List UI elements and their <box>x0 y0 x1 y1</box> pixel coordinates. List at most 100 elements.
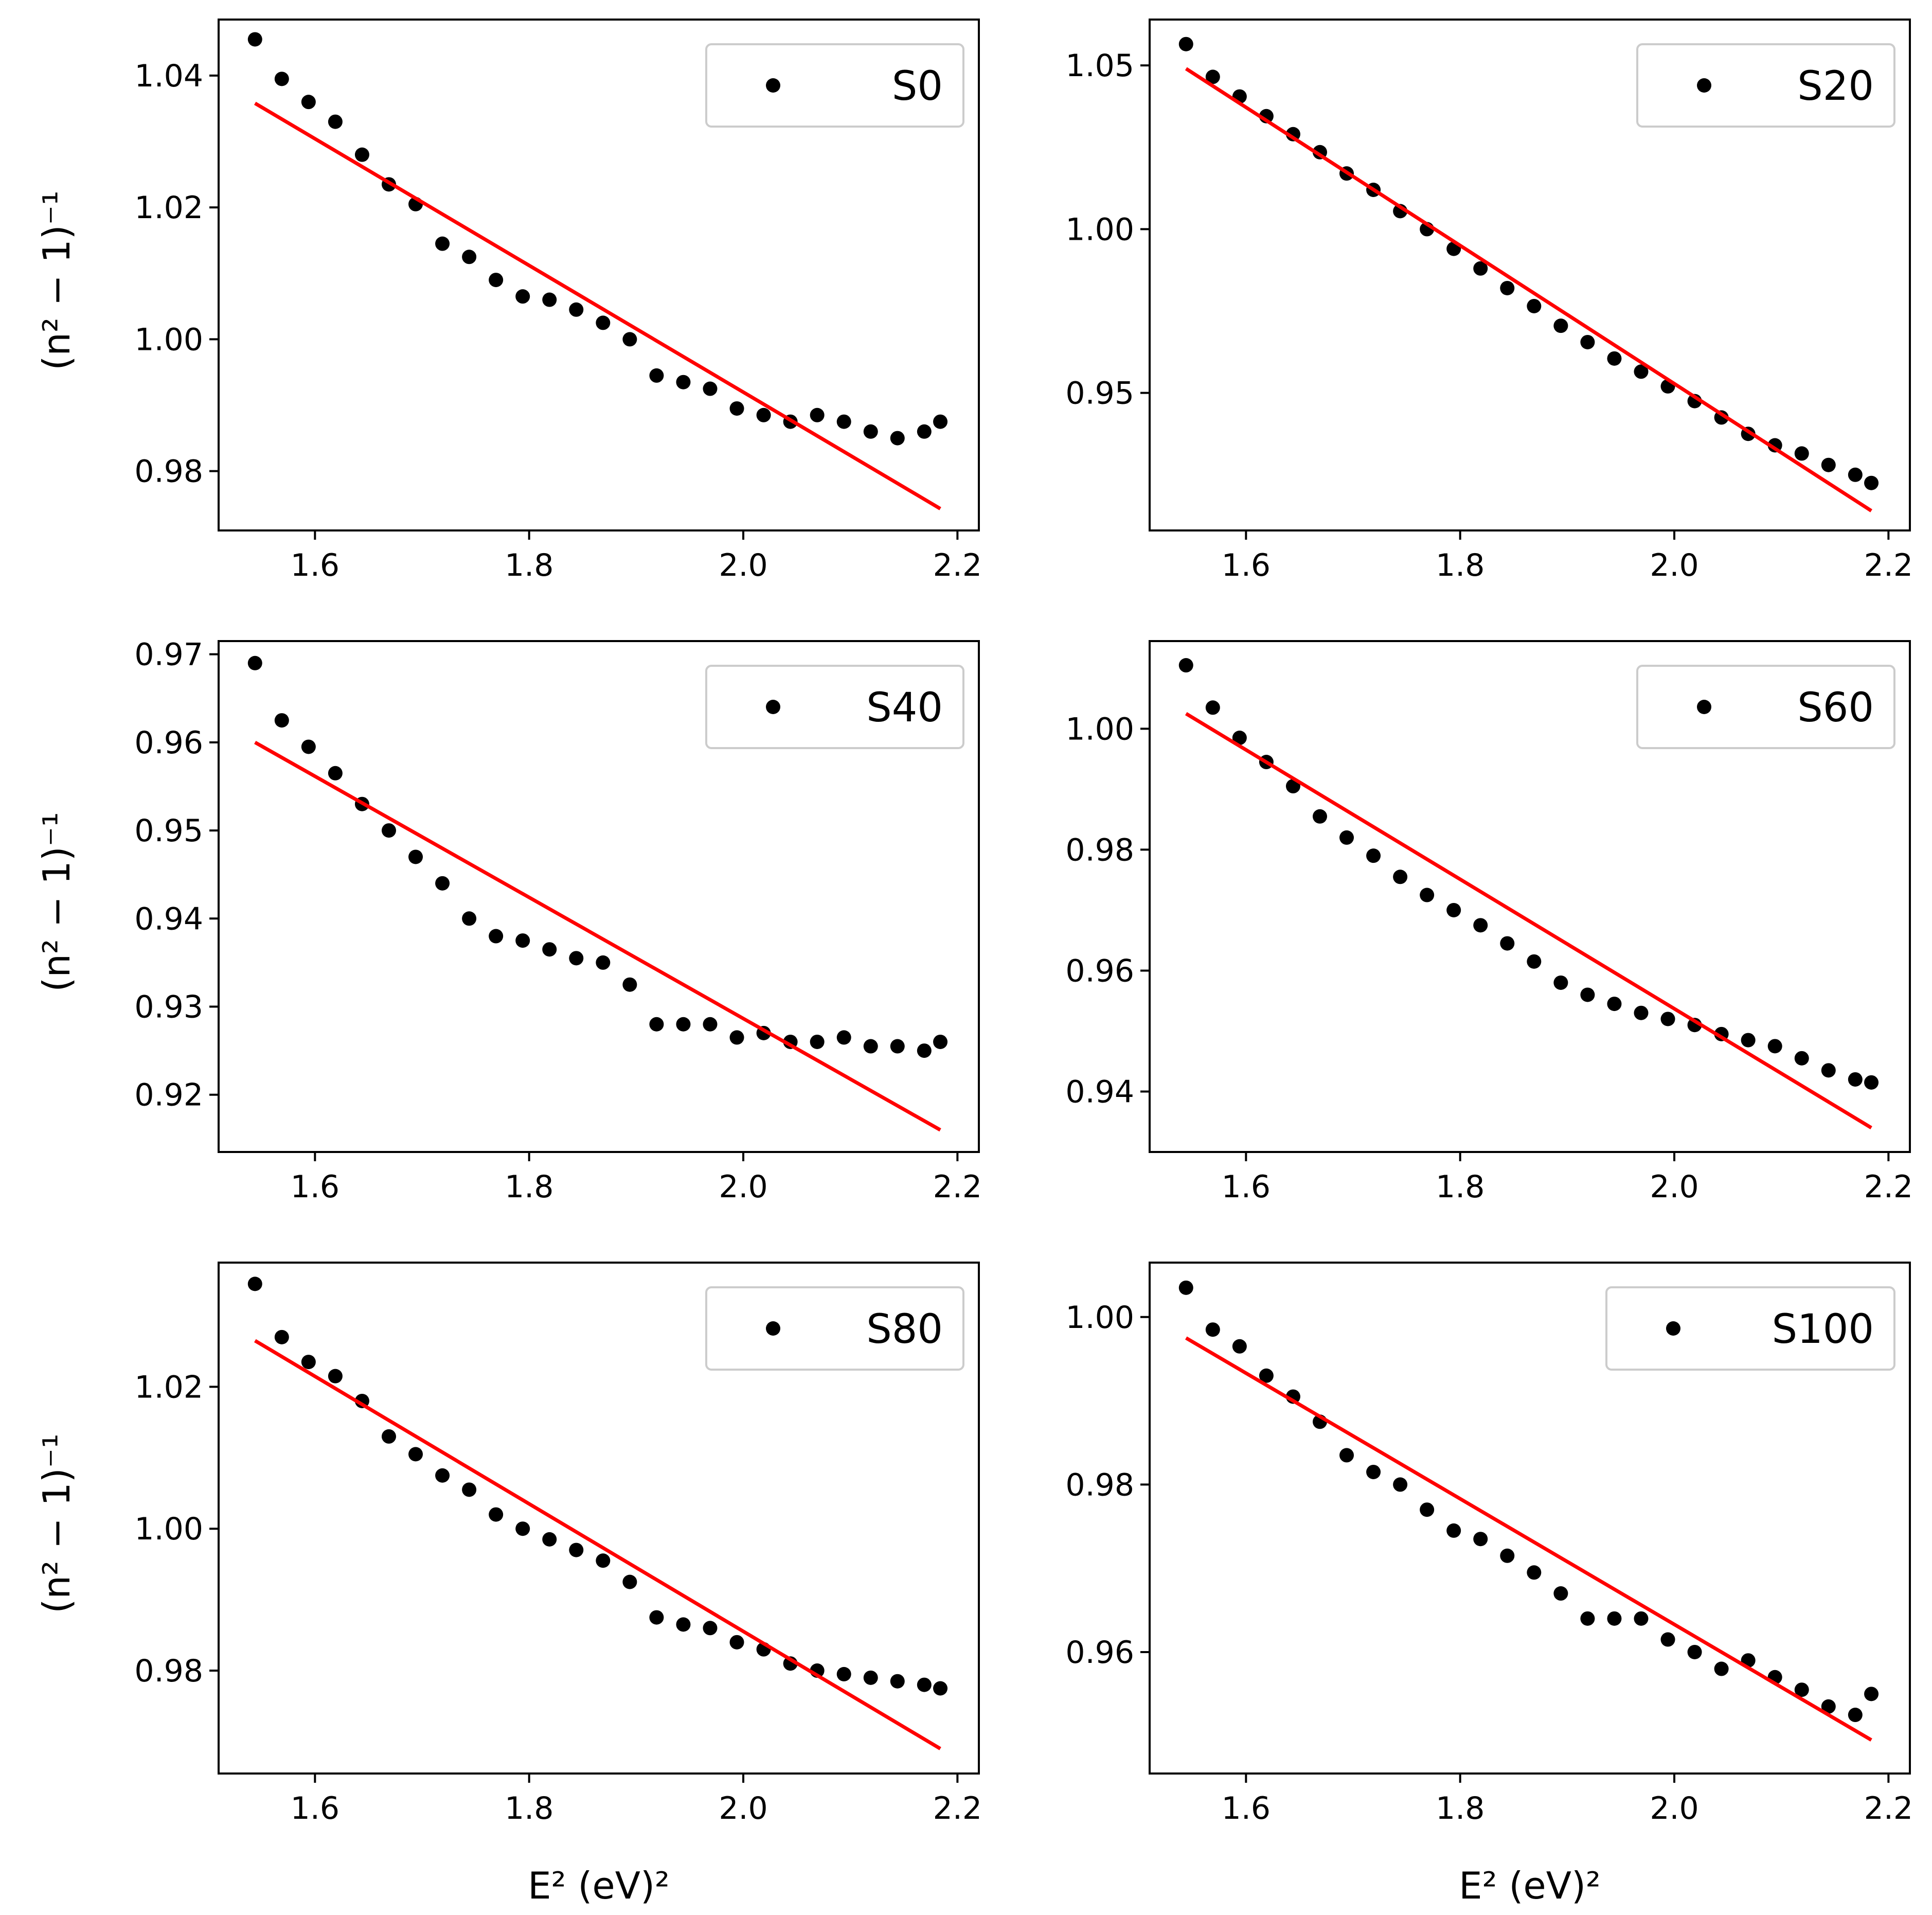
data-point <box>1366 848 1381 863</box>
x-tick-label: 1.8 <box>1436 1790 1484 1827</box>
data-point <box>1205 1322 1220 1337</box>
data-point <box>542 1532 557 1547</box>
data-point <box>729 401 744 416</box>
x-tick-label: 1.8 <box>505 1169 553 1205</box>
data-point <box>836 1030 851 1045</box>
data-point <box>1178 658 1193 673</box>
x-tick-label: 2.2 <box>1864 1790 1913 1827</box>
data-point <box>1178 37 1193 51</box>
data-point <box>1232 731 1247 746</box>
data-point <box>381 1429 396 1444</box>
data-point <box>1420 1502 1435 1517</box>
data-point <box>301 739 316 754</box>
x-tick-label: 2.0 <box>1650 547 1698 583</box>
data-point <box>676 1617 691 1632</box>
data-point <box>301 1355 316 1370</box>
data-point <box>810 1034 825 1049</box>
data-point <box>1864 1687 1879 1701</box>
legend-box <box>705 1286 964 1371</box>
data-point <box>1500 936 1515 951</box>
y-tick-label: 0.94 <box>1065 1074 1134 1110</box>
data-point <box>676 1017 691 1032</box>
y-tick-label: 1.02 <box>134 1369 203 1405</box>
data-point <box>1848 1072 1863 1087</box>
data-point <box>1821 1699 1836 1714</box>
data-point <box>1339 1448 1354 1463</box>
x-tick-label: 2.2 <box>1864 1169 1913 1205</box>
y-tick-label: 0.98 <box>1065 1467 1134 1503</box>
data-point <box>622 332 637 347</box>
data-point <box>515 933 530 948</box>
data-point <box>1393 870 1408 884</box>
data-point <box>569 951 584 966</box>
data-point <box>1553 975 1568 990</box>
x-tick-label: 1.6 <box>1222 1790 1271 1827</box>
legend-box <box>705 43 964 128</box>
legend-box <box>1605 1286 1895 1371</box>
data-point <box>435 236 450 251</box>
data-point <box>247 32 262 47</box>
data-point <box>1580 987 1595 1002</box>
data-point <box>1205 69 1220 84</box>
data-point <box>1259 1368 1274 1383</box>
data-point <box>1527 1565 1542 1580</box>
data-point <box>917 1043 932 1058</box>
data-point <box>933 414 948 429</box>
y-tick-label: 0.98 <box>134 1653 203 1689</box>
fit-line <box>1185 1336 1872 1742</box>
y-tick-label: 0.96 <box>1065 953 1134 989</box>
data-point <box>1794 446 1809 461</box>
data-point <box>836 1666 851 1681</box>
legend-marker <box>766 1321 780 1336</box>
data-point <box>1794 1682 1809 1697</box>
data-point <box>917 424 932 439</box>
x-tick-label: 1.6 <box>291 1169 339 1205</box>
data-point <box>933 1034 948 1049</box>
data-point <box>1821 1063 1836 1078</box>
y-tick-label: 0.98 <box>134 454 203 490</box>
y-tick-label: 1.00 <box>1065 711 1134 747</box>
data-point <box>1527 954 1542 969</box>
x-tick-label: 2.0 <box>1650 1790 1698 1827</box>
x-tick-label: 2.0 <box>719 547 767 583</box>
data-point <box>247 655 262 670</box>
x-axis-title-right: E² (eV)² <box>1459 1864 1601 1907</box>
data-point <box>622 977 637 992</box>
data-point <box>703 381 718 396</box>
data-point <box>703 1621 718 1636</box>
data-point <box>596 1553 611 1568</box>
legend-marker <box>766 700 780 714</box>
data-point <box>1393 1477 1408 1492</box>
data-point <box>435 876 450 891</box>
y-tick-label: 0.96 <box>134 725 203 761</box>
chart-panel-s80: 1.6 1.8 2.0 2.2 0.98 1.00 1.02 S80 <box>134 1262 982 1827</box>
y-tick-label: 1.05 <box>1065 48 1134 84</box>
x-tick-label: 2.0 <box>1650 1169 1698 1205</box>
data-point <box>328 1369 343 1384</box>
data-point <box>1527 298 1542 313</box>
data-point <box>1312 809 1327 824</box>
x-tick-label: 2.2 <box>1864 547 1913 583</box>
y-tick-label: 0.94 <box>134 901 203 937</box>
chart-panel-s60: 1.6 1.8 2.0 2.2 0.94 0.96 0.98 1.00 S60 <box>1065 640 1913 1205</box>
legend-marker <box>1666 1321 1680 1336</box>
x-tick-label: 1.8 <box>1436 1169 1484 1205</box>
data-point <box>1634 1005 1649 1020</box>
y-tick-label: 1.04 <box>134 58 203 94</box>
data-point <box>542 292 557 307</box>
data-point <box>1794 1051 1809 1066</box>
data-point <box>1339 830 1354 845</box>
data-point <box>1473 1532 1488 1547</box>
data-point <box>1767 1039 1782 1054</box>
data-point <box>596 315 611 330</box>
data-point <box>462 1482 477 1497</box>
data-point <box>863 1039 878 1054</box>
y-tick-label: 0.92 <box>134 1077 203 1113</box>
data-point <box>1607 997 1622 1012</box>
y-tick-label: 1.00 <box>1065 211 1134 247</box>
data-point <box>676 375 691 389</box>
y-tick-label: 1.02 <box>134 190 203 226</box>
x-axis-title-left: E² (eV)² <box>528 1864 670 1907</box>
fit-line <box>254 740 941 1132</box>
